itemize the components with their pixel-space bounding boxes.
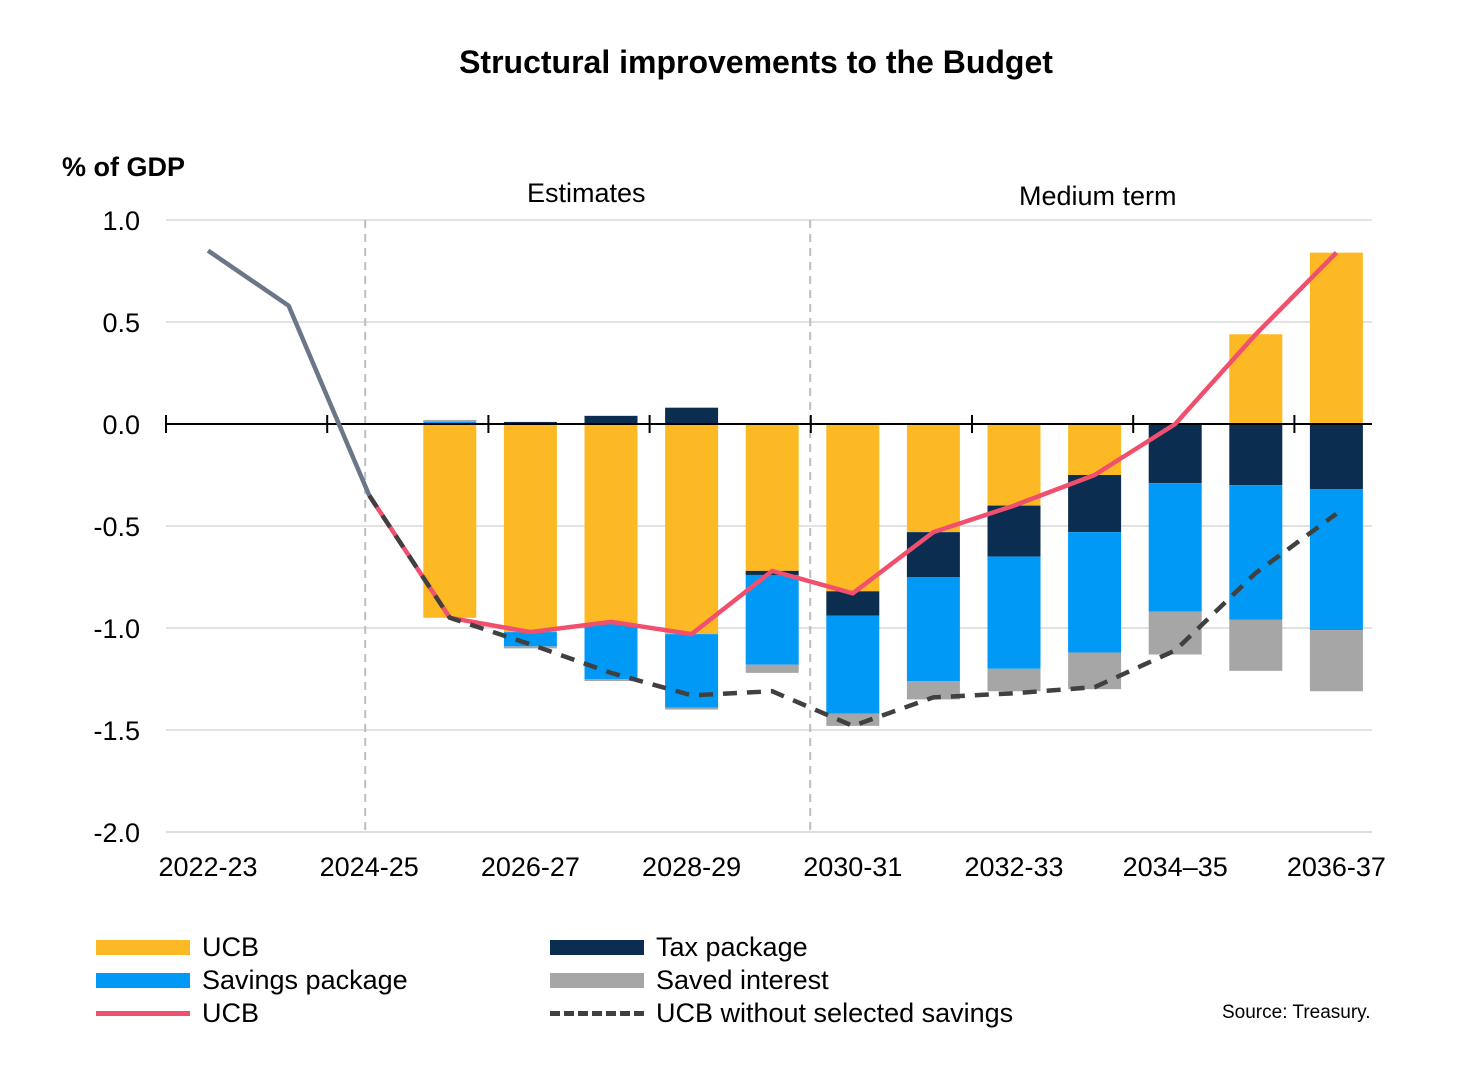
y-axis-label: % of GDP xyxy=(62,152,186,182)
bar-tax-package xyxy=(987,505,1041,557)
y-tick-label: 0.5 xyxy=(102,308,140,338)
legend-swatch-ucb xyxy=(96,940,190,955)
legend-swatch-tax xyxy=(550,940,644,955)
legend-swatch-savings xyxy=(96,973,190,988)
bar-tax-package xyxy=(1229,424,1283,486)
bar-savings-package xyxy=(1309,489,1363,631)
bar-ucb xyxy=(584,424,638,624)
bar-saved-interest xyxy=(987,668,1041,692)
bar-saved-interest xyxy=(745,664,799,673)
x-tick-label: 2026-27 xyxy=(481,852,580,882)
legend-item-ucb-line: UCB xyxy=(96,997,259,1030)
legend-item-interest: Saved interest xyxy=(550,964,829,997)
legend-label-ucb-line: UCB xyxy=(202,998,260,1028)
x-tick-label: 2022-23 xyxy=(158,852,257,882)
bar-saved-interest xyxy=(1309,630,1363,692)
bar-saved-interest xyxy=(423,419,477,422)
bar-saved-interest xyxy=(665,707,719,710)
x-tick-label: 2028-29 xyxy=(642,852,741,882)
bar-saved-interest xyxy=(503,646,557,649)
legend-label-savings: Savings package xyxy=(202,965,408,995)
y-tick-label: -0.5 xyxy=(93,512,140,542)
legend-item-without: UCB without selected savings xyxy=(550,997,1013,1030)
bar-ucb xyxy=(665,424,719,635)
legend-item-savings: Savings package xyxy=(96,964,408,997)
bar-savings-package xyxy=(584,623,638,679)
legend-swatch-ucb-line xyxy=(96,1011,190,1016)
bar-saved-interest xyxy=(1148,611,1202,655)
legend-label-tax: Tax package xyxy=(656,932,808,962)
region-label-estimates: Estimates xyxy=(527,178,646,208)
legend-label-interest: Saved interest xyxy=(656,965,829,995)
bar-savings-package xyxy=(826,615,880,714)
chart-plot-area: 1.0 0.5 0.0 -0.5 -1.0 -1.5 -2.0 2022-23 2024-25 2… xyxy=(93,206,1386,882)
y-tick-label: -1.5 xyxy=(93,716,140,746)
bar-savings-package xyxy=(906,577,960,682)
bar-tax-package xyxy=(503,421,557,424)
legend-swatch-interest xyxy=(550,973,644,988)
bar-ucb xyxy=(987,424,1041,506)
legend-item-ucb-bar: UCB xyxy=(96,931,259,964)
bar-ucb xyxy=(1309,252,1363,424)
x-tick-label: 2032-33 xyxy=(964,852,1063,882)
y-tick-label: -2.0 xyxy=(93,818,140,848)
bar-ucb xyxy=(826,424,880,592)
bar-tax-package xyxy=(1068,475,1122,533)
x-tick-label: 2024-25 xyxy=(320,852,419,882)
bar-savings-package xyxy=(745,574,799,665)
y-tick-label: -1.0 xyxy=(93,614,140,644)
source-note: Source: Treasury. xyxy=(1222,1002,1371,1023)
bar-savings-package xyxy=(503,632,557,647)
bar-saved-interest xyxy=(906,681,960,700)
bar-savings-package xyxy=(987,556,1041,669)
x-tick-label: 2036-37 xyxy=(1287,852,1386,882)
x-tick-label: 2030-31 xyxy=(803,852,902,882)
chart-title: Structural improvements to the Budget xyxy=(459,44,1053,80)
bar-ucb xyxy=(745,424,799,571)
bar-tax-package xyxy=(665,407,719,424)
legend-item-tax: Tax package xyxy=(550,931,808,964)
bar-savings-package xyxy=(1068,532,1122,653)
bar-savings-package xyxy=(423,421,477,424)
x-tick-label: 2034–35 xyxy=(1123,852,1228,882)
bar-savings-package xyxy=(1148,483,1202,612)
region-label-medium-term: Medium term xyxy=(1019,181,1177,211)
bar-saved-interest xyxy=(1229,619,1283,671)
bar-saved-interest xyxy=(1068,652,1122,690)
bar-ucb xyxy=(906,424,960,533)
bar-ucb xyxy=(423,424,477,618)
ucb-line xyxy=(367,251,1339,637)
bar-ucb xyxy=(1068,424,1122,475)
legend-label-ucb-bar: UCB xyxy=(202,932,260,962)
bar-tax-package xyxy=(1309,424,1363,490)
bar-saved-interest xyxy=(584,679,638,682)
bar-ucb xyxy=(1229,334,1283,424)
bar-tax-package xyxy=(906,532,960,577)
historical-line xyxy=(206,248,372,497)
bar-savings-package xyxy=(1229,485,1283,620)
y-tick-label: 0.0 xyxy=(102,410,140,440)
bar-tax-package xyxy=(584,415,638,424)
bar-ucb xyxy=(503,424,557,633)
legend-label-without: UCB without selected savings xyxy=(656,998,1014,1028)
legend-swatch-without xyxy=(550,1011,644,1016)
bar-tax-package xyxy=(1148,424,1202,484)
y-tick-label: 1.0 xyxy=(102,206,140,236)
